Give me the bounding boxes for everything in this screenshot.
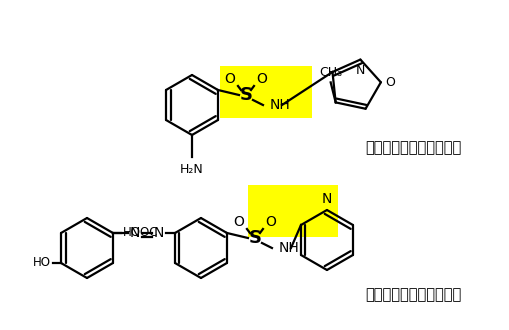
- Text: HOOC: HOOC: [123, 226, 158, 240]
- Text: O: O: [233, 215, 244, 229]
- Bar: [219, 66, 312, 118]
- Text: N: N: [154, 226, 164, 240]
- Text: スルファメトキサゾール: スルファメトキサゾール: [364, 141, 460, 155]
- Text: サラゾスルファピリジン: サラゾスルファピリジン: [364, 287, 460, 303]
- Text: S: S: [239, 86, 252, 104]
- Text: N: N: [129, 226, 140, 240]
- Text: CH₃: CH₃: [319, 66, 342, 80]
- Text: NH: NH: [269, 98, 290, 112]
- Text: O: O: [256, 72, 267, 86]
- Text: HO: HO: [33, 256, 51, 270]
- Bar: [247, 185, 337, 237]
- Text: O: O: [384, 76, 394, 89]
- Text: S: S: [248, 229, 261, 247]
- Text: O: O: [265, 215, 276, 229]
- Text: NH: NH: [278, 241, 299, 255]
- Text: O: O: [224, 72, 235, 86]
- Text: H₂N: H₂N: [180, 163, 204, 176]
- Text: N: N: [355, 64, 364, 77]
- Text: N: N: [321, 192, 331, 206]
